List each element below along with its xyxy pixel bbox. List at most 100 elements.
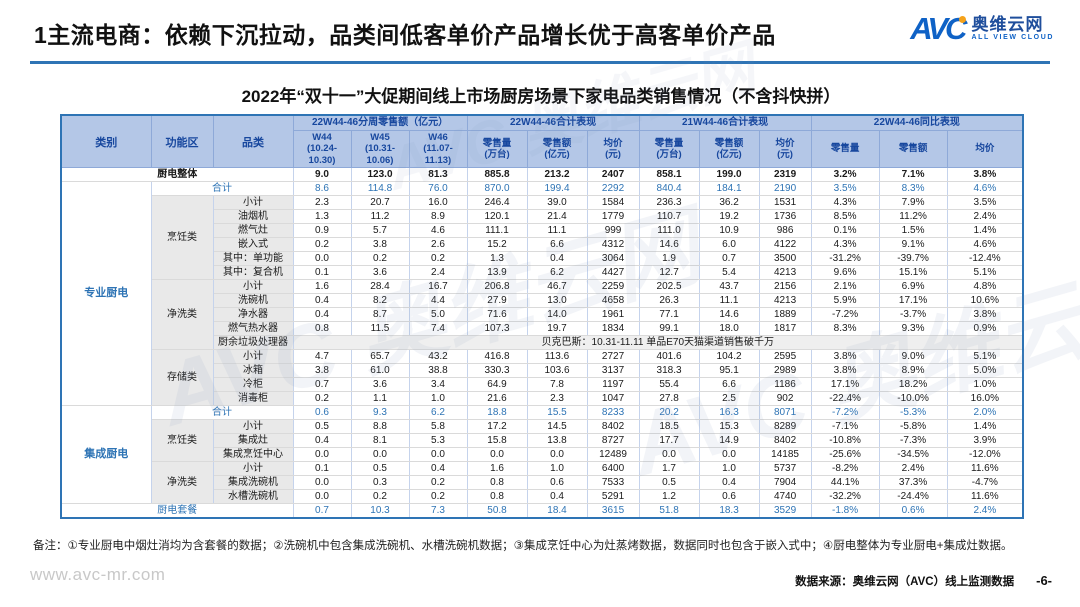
value-cell: 16.0%	[946, 391, 1024, 406]
value-cell: 7.8	[526, 377, 588, 392]
value-cell: 5.0	[408, 307, 468, 322]
value-cell: 416.8	[466, 349, 528, 364]
value-cell: -7.1%	[810, 419, 880, 434]
value-cell: 0.0	[292, 447, 352, 462]
table-row: 洗碗机 0.4 8.2 4.4 27.9 13.0 4658 26.3 11.1 4213 5.9%…	[61, 293, 1024, 308]
website-link[interactable]: www.avc-mr.com	[30, 565, 166, 584]
value-cell: -25.6%	[810, 447, 880, 462]
value-cell: 17.1%	[878, 293, 948, 308]
value-cell: 2292	[586, 181, 640, 196]
table-row: 水槽洗碗机 0.0 0.2 0.2 0.8 0.4 5291 1.2 0.6 4740 -32.2%…	[61, 489, 1024, 504]
value-cell: 20.2	[638, 405, 700, 420]
table-title: 2022年“双十一”大促期间线上市场厨房场景下家电品类销售情况（不含抖快拼）	[241, 87, 841, 106]
value-cell: 6.0	[698, 237, 760, 252]
value-cell: 107.3	[466, 321, 528, 336]
value-cell: 184.1	[698, 181, 760, 196]
value-cell: 0.4	[292, 293, 352, 308]
value-cell: 114.8	[350, 181, 410, 196]
footer-right: 数据来源：奥维云网（AVC）线上监测数据 -6-	[795, 573, 1052, 589]
value-cell: 1.7	[638, 461, 700, 476]
value-cell: 1.6	[292, 279, 352, 294]
value-cell: 17.7	[638, 433, 700, 448]
value-cell: 111.1	[466, 223, 528, 238]
value-cell: 0.0	[638, 447, 700, 462]
value-cell: 0.9%	[946, 321, 1024, 336]
function-area-cell: 净洗类	[150, 279, 214, 350]
value-cell: 1.3	[292, 209, 352, 224]
value-cell: 18.0	[698, 321, 760, 336]
value-cell: 8.1	[350, 433, 410, 448]
value-cell: 2.6	[408, 237, 468, 252]
value-cell: 5.1%	[946, 265, 1024, 280]
product-name-cell: 小计	[212, 195, 294, 210]
table-row: 存储类 小计 4.7 65.7 43.2 416.8 113.6 2727 401.6 104.2…	[61, 349, 1024, 406]
value-cell: 3.8%	[946, 307, 1024, 322]
value-cell: 2190	[758, 181, 812, 196]
value-cell: 1.0%	[946, 377, 1024, 392]
value-cell: 39.0	[526, 195, 588, 210]
table-header: 类别 功能区 品类 22W44-46分周零售额（亿元） 22W44-46合计表现 21W4…	[60, 114, 1024, 168]
value-cell: 4312	[586, 237, 640, 252]
value-cell: 2989	[758, 363, 812, 378]
value-cell: 13.9	[466, 265, 528, 280]
column-header: 品类	[212, 114, 294, 168]
value-cell: 2.5	[698, 391, 760, 406]
table-row: 集成灶 0.4 8.1 5.3 15.8 13.8 8727 17.7 14.9 8402 -10.…	[61, 433, 1024, 448]
value-cell: 103.6	[526, 363, 588, 378]
value-cell: 8233	[586, 405, 640, 420]
value-cell: 4.3%	[810, 237, 880, 252]
value-cell: 104.2	[698, 349, 760, 364]
value-cell: 38.8	[408, 363, 468, 378]
value-cell: 1834	[586, 321, 640, 336]
product-name-cell: 冷柜	[212, 377, 294, 392]
value-cell: 0.2	[408, 489, 468, 504]
product-name-cell: 消毒柜	[212, 391, 294, 406]
value-cell: 10.9	[698, 223, 760, 238]
value-cell: 11.6%	[946, 461, 1024, 476]
value-cell: -7.2%	[810, 307, 880, 322]
product-name-cell: 小计	[212, 419, 294, 434]
value-cell: 19.7	[526, 321, 588, 336]
footnotes: 备注：①专业厨电中烟灶消均为含套餐的数据；②洗碗机中包含集成洗碗机、水槽洗碗机数…	[33, 540, 1013, 552]
value-cell: 0.1%	[810, 223, 880, 238]
value-cell: 0.9	[292, 223, 352, 238]
value-cell: 4122	[758, 237, 812, 252]
value-cell: 1531	[758, 195, 812, 210]
column-header: 零售量 (万台)	[466, 130, 528, 168]
value-cell: 8.8	[350, 419, 410, 434]
value-cell: 16.0	[408, 195, 468, 210]
value-cell: 0.0	[292, 251, 352, 266]
value-cell: 0.0	[698, 447, 760, 462]
value-cell: 27.8	[638, 391, 700, 406]
value-cell: 3137	[586, 363, 640, 378]
value-cell: 123.0	[350, 167, 410, 182]
value-cell: 11.6%	[946, 489, 1024, 504]
value-cell: 3.8	[350, 237, 410, 252]
value-cell: 44.1%	[810, 475, 880, 490]
table-row: 烹饪类 小计 2.3 20.7 16.0 246.4 39.0 1584 236.3 36.2 15…	[61, 195, 1024, 280]
value-cell: 21.4	[526, 209, 588, 224]
table-row: 集成厨电 合计 0.6 9.3 6.2 18.8 15.5 8233 20.2 16.3 8071-…	[60, 405, 1024, 504]
product-name-cell: 合计	[150, 405, 294, 420]
table-row: 其中：复合机 0.1 3.6 2.4 13.9 6.2 4427 12.7 5.4 4213 9.6…	[61, 265, 1024, 280]
value-cell: 0.8	[466, 489, 528, 504]
value-cell: 999	[586, 223, 640, 238]
value-cell: 2.3	[292, 195, 352, 210]
value-cell: 8727	[586, 433, 640, 448]
value-cell: 4.6%	[946, 181, 1024, 196]
table-row: 厨电套餐 0.7 10.3 7.3 50.8 18.4 3615 51.8 18.3 3529 -1…	[60, 503, 1024, 519]
value-cell: 18.8	[466, 405, 528, 420]
value-cell: 61.0	[350, 363, 410, 378]
product-name-cell: 油烟机	[212, 209, 294, 224]
value-cell: -31.2%	[810, 251, 880, 266]
value-cell: -24.4%	[878, 489, 948, 504]
value-cell: 4427	[586, 265, 640, 280]
value-cell: -7.2%	[810, 405, 880, 420]
value-cell: 5.1%	[946, 349, 1024, 364]
value-cell: 2.1%	[810, 279, 880, 294]
product-name-cell: 燃气热水器	[212, 321, 294, 336]
page-title: 1主流电商：依赖下沉拉动，品类间低客单价产品增长优于高客单价产品	[34, 22, 776, 48]
column-header: 均价 (元)	[758, 130, 812, 168]
column-header: 零售额 (亿元)	[698, 130, 760, 168]
title-divider	[30, 61, 1050, 64]
